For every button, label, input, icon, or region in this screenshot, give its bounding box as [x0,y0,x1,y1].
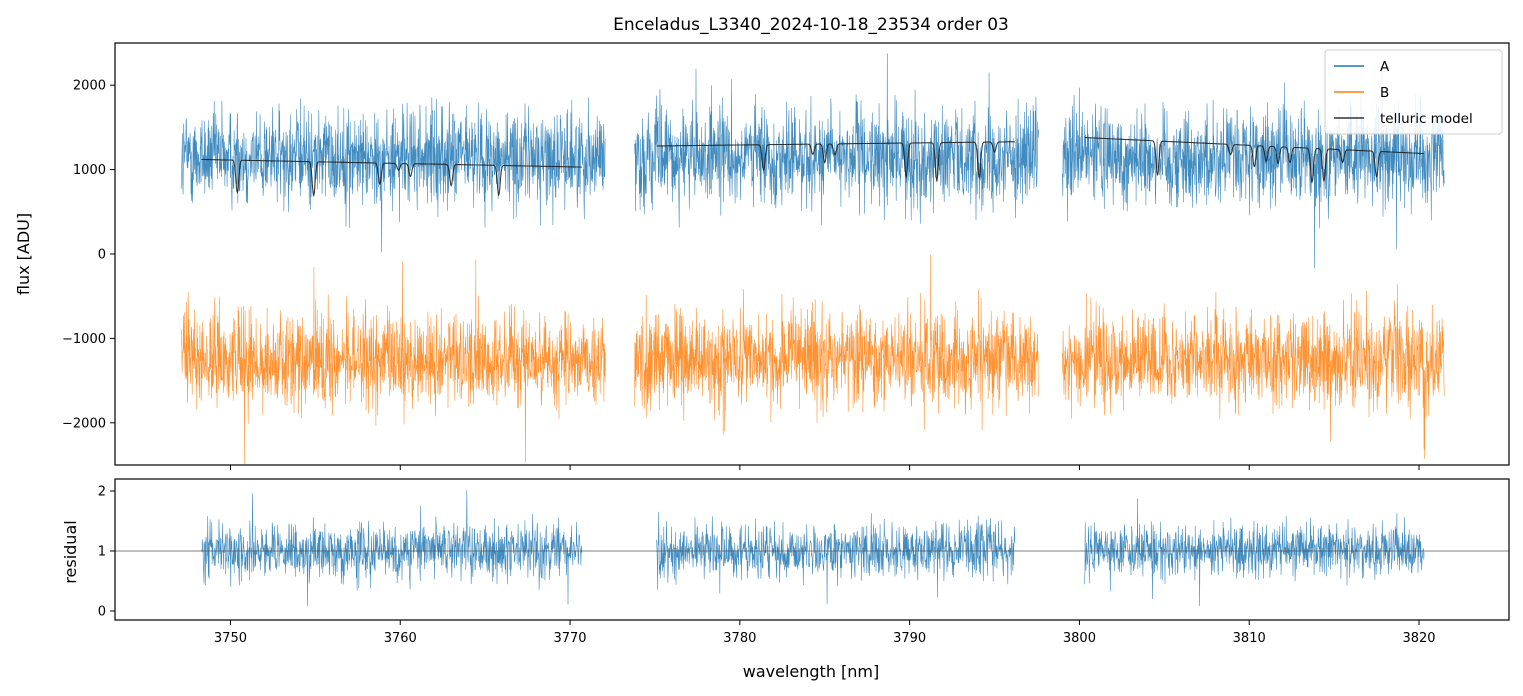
legend-label-a: A [1380,59,1390,75]
series-b-line-3 [1062,284,1445,459]
legend-box [1324,49,1503,135]
x-tick-label: 3800 [1063,631,1096,646]
series-b-line-2 [634,254,1039,435]
x-tick-label: 3750 [214,631,247,646]
residual-y-label: residual [61,520,80,583]
residual-panel-frame [114,478,1510,621]
residual-y-ticks: 0 1 2 [98,485,115,620]
x-tick-label: 3820 [1402,631,1435,646]
residual-y-tick-label: 1 [98,545,106,560]
x-tick-label: 3760 [384,631,417,646]
x-tick-label: 3810 [1233,631,1266,646]
x-tick-label: 3770 [553,631,586,646]
flux-plot-area [180,53,1445,464]
chart-title: Enceladus_L3340_2024-10-18_23534 order 0… [613,15,1009,35]
series-a-line-1 [180,97,606,253]
telluric-model-line-1 [201,158,582,198]
legend: A B telluric model [1324,49,1503,135]
telluric-model-line-2 [656,141,1016,183]
flux-y-tick-label: −1000 [62,332,106,347]
x-tick-label: 3790 [893,631,926,646]
legend-label-telluric: telluric model [1380,111,1473,127]
series-a-line-3 [1062,69,1445,269]
flux-y-tick-label: 0 [98,248,106,263]
telluric-model-line-3 [1084,136,1425,184]
residual-panel: 0 1 2 3750 3760 3770 3780 3790 3800 3810 3820 res… [61,478,1510,681]
series-a-line-2 [634,53,1039,228]
flux-panel: −2000 −1000 0 1000 2000 flux [ADU] [14,42,1510,470]
flux-y-ticks: −2000 −1000 0 1000 2000 [62,79,115,431]
x-tick-label: 3780 [723,631,756,646]
residual-line-2 [656,511,1016,605]
residual-y-tick-label: 0 [98,605,106,620]
residual-plot-area [115,490,1509,607]
flux-x-ticks [229,465,1420,470]
residual-line-3 [1084,498,1425,607]
residual-y-tick-label: 2 [98,485,106,500]
x-axis-label: wavelength [nm] [743,662,880,681]
flux-y-tick-label: 1000 [73,163,106,178]
residual-x-ticks: 3750 3760 3770 3780 3790 3800 3810 3820 [214,620,1436,646]
flux-y-tick-label: 2000 [73,79,106,94]
series-b-line-1 [180,259,606,464]
flux-y-label: flux [ADU] [14,213,33,295]
legend-label-b: B [1380,85,1389,101]
residual-line-1 [201,490,583,607]
flux-y-tick-label: −2000 [62,416,106,431]
